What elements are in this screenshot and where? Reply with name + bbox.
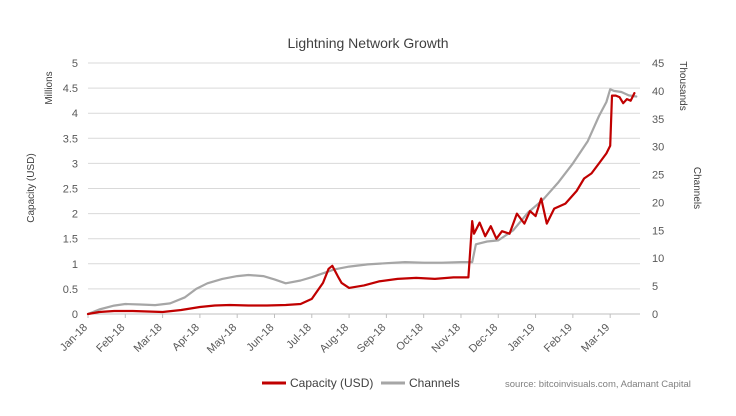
channels-series-line <box>86 88 638 316</box>
gridlines <box>88 62 640 315</box>
x-tick-label: Mar-19 <box>579 322 612 355</box>
x-tick-label: Apr-18 <box>170 322 202 354</box>
y-left-tick-label: 3 <box>72 158 78 170</box>
y-right-axis-label: Channels <box>691 167 702 209</box>
y-right-tick-label: 0 <box>652 309 658 321</box>
x-tick-label: Jan-19 <box>505 322 537 354</box>
x-tick-label: Dec-18 <box>467 322 501 356</box>
y-right-units-label: Thousands <box>677 61 688 110</box>
x-tick-label: Nov-18 <box>430 322 464 356</box>
y-left-tick-label: 1.5 <box>63 234 78 246</box>
y-left-axis-label: Capacity (USD) <box>26 153 37 222</box>
y-left-ticks: 0 0.5 1 1.5 2 2.5 3 3.5 4 4.5 5 <box>63 58 78 321</box>
x-tick-label: Jan-18 <box>58 322 90 354</box>
y-left-tick-label: 1 <box>72 259 78 271</box>
x-tick-label: May-18 <box>205 322 239 356</box>
y-left-tick-label: 3.5 <box>63 133 78 145</box>
legend-channels-label: Channels <box>409 376 460 390</box>
x-tick-label: Sep-18 <box>355 322 389 356</box>
x-tick-label: Jul-18 <box>284 322 314 352</box>
x-tick-label: Feb-19 <box>542 322 575 355</box>
y-left-tick-label: 4 <box>72 108 78 120</box>
y-right-ticks: 0 5 10 15 20 25 30 35 40 45 <box>652 58 664 321</box>
y-left-tick-label: 2 <box>72 209 78 221</box>
source-note: source: bitcoinvisuals.com, Adamant Capi… <box>505 379 691 390</box>
capacity-series-line <box>86 91 636 316</box>
x-axis-ticks: Jan-18 Feb-18 Mar-18 Apr-18 May-18 Jun-18 Jul-… <box>58 314 612 356</box>
y-right-tick-label: 10 <box>652 253 664 265</box>
y-right-tick-label: 45 <box>652 58 664 70</box>
y-left-tick-label: 5 <box>72 58 78 70</box>
y-right-tick-label: 15 <box>652 225 664 237</box>
x-tick-label: Aug-18 <box>318 322 352 356</box>
y-right-tick-label: 20 <box>652 197 664 209</box>
y-right-tick-label: 40 <box>652 86 664 98</box>
y-left-tick-label: 0 <box>72 309 78 321</box>
y-left-tick-label: 2.5 <box>63 184 78 196</box>
series-layer <box>86 88 638 316</box>
y-left-units-label: Millions <box>44 71 55 104</box>
y-right-tick-label: 25 <box>652 170 664 182</box>
x-tick-label: Oct-18 <box>394 322 426 354</box>
chart-title: Lightning Network Growth <box>287 35 448 51</box>
y-left-tick-label: 0.5 <box>63 284 78 296</box>
y-right-tick-label: 5 <box>652 281 658 293</box>
y-right-tick-label: 30 <box>652 142 664 154</box>
x-tick-label: Mar-18 <box>132 322 165 355</box>
y-right-tick-label: 35 <box>652 114 664 126</box>
y-left-tick-label: 4.5 <box>63 83 78 95</box>
x-tick-label: Jun-18 <box>244 322 276 354</box>
x-tick-label: Feb-18 <box>94 322 127 355</box>
legend-capacity-label: Capacity (USD) <box>290 376 373 390</box>
